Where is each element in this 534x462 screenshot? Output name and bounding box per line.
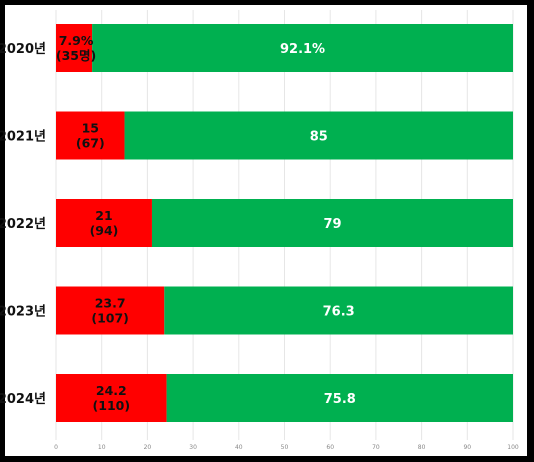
data-label-red: 15: [82, 121, 99, 136]
x-tick-label: 100: [507, 444, 519, 451]
category-label: 2021년: [0, 130, 46, 145]
x-tick-label: 70: [372, 444, 380, 451]
bar-segment-green: [151, 199, 513, 247]
category-label: 2023년: [0, 305, 46, 320]
bar-segment-green: [92, 24, 513, 72]
category-label: 2024년: [0, 392, 46, 407]
x-tick-label: 50: [281, 444, 289, 451]
data-label-red-count: (110): [93, 398, 131, 413]
bar-segment-red: [56, 374, 167, 422]
bar-segment-red: [56, 111, 125, 160]
x-tick-label: 0: [54, 444, 58, 451]
data-label-green: 92.1%: [280, 42, 325, 57]
data-label-red: 24.2: [96, 383, 127, 398]
x-tick-label: 40: [235, 444, 243, 451]
data-label-red: 23.7: [95, 296, 126, 311]
bar-segment-red: [56, 24, 93, 72]
data-label-green: 79: [323, 217, 341, 232]
category-label: 2020년: [0, 42, 46, 57]
data-label-green: 76.3: [323, 305, 355, 320]
bar-segment-green: [164, 286, 513, 335]
x-tick-label: 30: [189, 444, 197, 451]
x-tick-label: 80: [418, 444, 426, 451]
data-label-red-count: (67): [76, 136, 105, 151]
x-tick-label: 90: [463, 444, 471, 451]
data-label-red-count: (107): [91, 311, 129, 326]
bar-segment-red: [56, 286, 165, 335]
data-label-red-count: (94): [90, 223, 119, 238]
data-label-green: 75.8: [324, 392, 356, 407]
x-tick-label: 10: [98, 444, 106, 451]
bar-segment-green: [166, 374, 513, 422]
bar-segment-green: [124, 111, 514, 160]
data-label-red: 21: [95, 208, 112, 223]
data-label-green: 85: [310, 130, 328, 145]
data-label-red-count: (35명): [56, 48, 96, 63]
x-tick-label: 20: [144, 444, 152, 451]
x-tick-label: 60: [326, 444, 334, 451]
bar-segment-red: [56, 199, 152, 247]
data-label-red: 7.9%: [59, 33, 94, 48]
category-label: 2022년: [0, 217, 46, 232]
